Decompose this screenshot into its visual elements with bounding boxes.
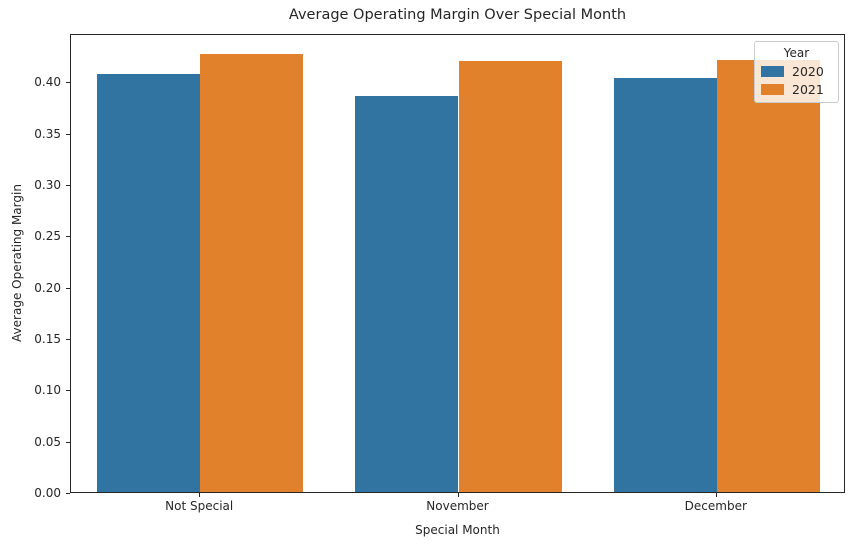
y-tick-mark	[66, 441, 70, 443]
y-tick-label: 0.25	[34, 229, 61, 244]
x-axis-label: Special Month	[415, 523, 500, 537]
y-tick-label: 0.15	[34, 332, 61, 346]
y-tick-label: 0.05	[34, 434, 61, 449]
bar-november-2020	[355, 95, 459, 492]
x-tick-label: Not Special	[165, 499, 234, 513]
plot-area: Year 2020 2021	[70, 34, 845, 493]
x-tick-mark	[457, 493, 459, 497]
y-tick-mark	[66, 493, 70, 494]
legend: Year 2020 2021	[754, 41, 839, 103]
legend-item-2021: 2021	[761, 81, 832, 97]
y-tick-mark	[66, 82, 70, 84]
y-tick-mark	[66, 287, 70, 289]
bar-december-2020	[613, 78, 717, 492]
y-tick-mark	[66, 133, 70, 135]
y-tick-label: 0.20	[34, 280, 61, 295]
legend-label-2021: 2021	[792, 81, 824, 97]
chart-title: Average Operating Margin Over Special Mo…	[288, 7, 627, 23]
legend-title: Year	[783, 46, 810, 60]
y-tick-mark	[66, 184, 70, 186]
x-tick-mark	[715, 493, 717, 497]
y-tick-mark	[66, 236, 70, 238]
y-tick-label: 0.35	[34, 126, 61, 141]
bar-november-2021	[458, 60, 562, 492]
x-tick-mark	[199, 493, 201, 497]
bar-december-2021	[716, 59, 821, 492]
x-tick-label: December	[684, 499, 747, 513]
bar-not-special-2021	[200, 53, 304, 492]
y-tick-mark	[66, 339, 70, 340]
bar-not-special-2020	[96, 74, 201, 492]
y-tick-label: 0.30	[34, 177, 61, 192]
y-axis-label: Average Operating Margin	[10, 184, 24, 342]
legend-swatch-2020-icon	[761, 65, 784, 77]
y-tick-label: 0.40	[34, 75, 61, 90]
legend-item-2020: 2020	[761, 63, 832, 79]
y-tick-label: 0.00	[34, 486, 61, 500]
y-tick-mark	[66, 390, 70, 392]
y-tick-label: 0.10	[34, 383, 61, 398]
legend-label-2020: 2020	[792, 63, 824, 79]
x-tick-label: November	[426, 499, 489, 513]
legend-swatch-2021-icon	[761, 83, 784, 95]
